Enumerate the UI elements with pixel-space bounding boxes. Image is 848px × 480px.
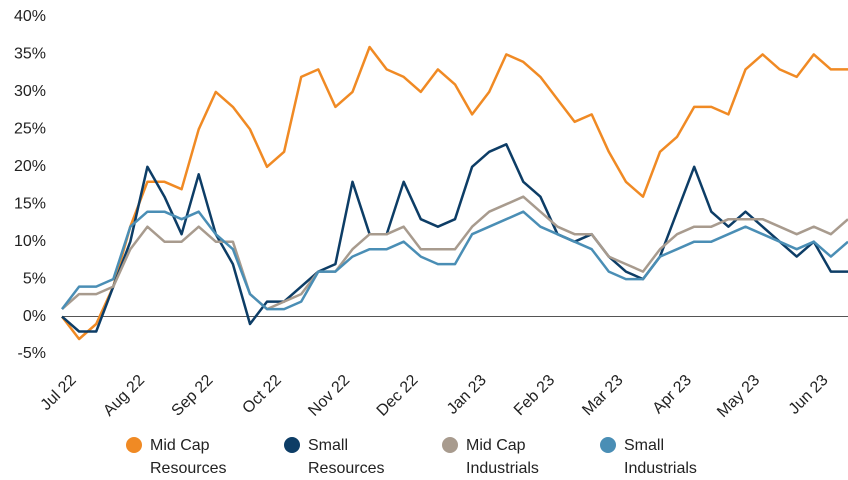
x-tick-label: May 23 [714,372,763,420]
legend-label: Mid Cap Industrials [466,437,539,477]
x-tick-label: Jul 22 [38,372,80,414]
legend-item: Mid Cap Industrials [442,434,556,480]
y-tick-label: 40% [14,8,46,25]
x-tick-label: Oct 22 [240,372,285,417]
x-tick-label: Sep 22 [169,372,217,420]
x-tick-label: Feb 23 [511,372,558,419]
y-tick-label: 30% [14,83,46,100]
x-tick-label: Jun 23 [786,372,832,418]
line-series [61,195,848,311]
y-tick-label: 0% [23,308,46,325]
y-tick-label: -5% [18,345,46,362]
legend-swatch [442,437,458,453]
legend-item: Mid Cap Resources [126,434,240,480]
legend-swatch [600,437,616,453]
legend-item: Small Industrials [600,434,714,480]
y-tick-label: 20% [14,158,46,175]
y-tick-label: 5% [23,270,46,287]
x-tick-label: Jan 23 [444,372,490,418]
legend-label: Mid Cap Resources [150,437,227,477]
line-series [61,45,848,341]
x-tick-label: Nov 22 [305,372,353,420]
chart: -5% 0% 5% 10% 15% 20% 25% 30% 35% 40% Jul 22 Aug 22… [14,8,848,420]
x-tick-label: Apr 23 [650,372,695,417]
x-tick-label: Mar 23 [579,372,626,419]
legend-label: Small Resources [308,437,385,477]
x-tick-label: Aug 22 [100,372,148,420]
line-series [61,143,848,333]
y-tick-label: 25% [14,121,46,138]
x-tick-label: Dec 22 [374,372,422,420]
y-tick-label: 10% [14,233,46,250]
y-tick-label: 35% [14,46,46,63]
legend-item: Small Resources [284,434,398,480]
legend-label: Small Industrials [624,437,697,477]
y-tick-label: 15% [14,195,46,212]
legend-swatch [284,437,300,453]
legend-swatch [126,437,142,453]
line-series [61,210,848,311]
